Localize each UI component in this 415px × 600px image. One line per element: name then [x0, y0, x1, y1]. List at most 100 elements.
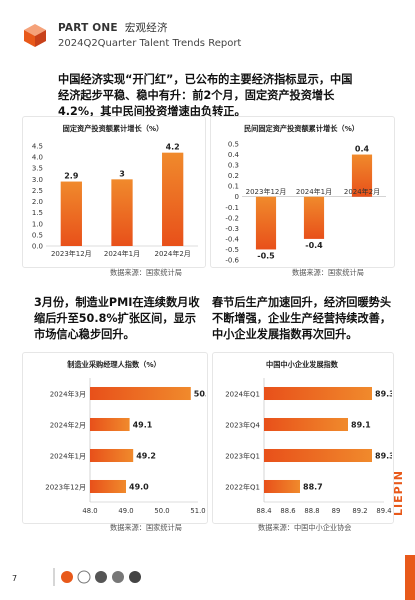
y-tick-label: 0.5	[228, 141, 239, 149]
chart2-title: 民间固定资产投资额累计增长（%）	[243, 124, 360, 133]
sme-paragraph: 春节后生产加速回升，经济回暖势头不断增强，企业生产经营持续改善，中小企业发展指数…	[212, 296, 392, 341]
data-label: 0.4	[355, 145, 370, 154]
y-tick-label: 2023年12月	[45, 483, 86, 492]
y-tick-label: 3.5	[32, 165, 43, 173]
y-tick-label: 2.0	[32, 198, 43, 206]
x-tick-label: 88.4	[256, 507, 271, 515]
data-label: 2.9	[64, 172, 79, 181]
y-tick-label: 2023年Q1	[225, 452, 260, 461]
chart3-title: 制造业采购经理人指数（%）	[67, 360, 161, 369]
part-label: PART ONE	[58, 22, 118, 34]
y-tick-label: -0.5	[225, 246, 239, 254]
data-label: 49.0	[129, 483, 149, 492]
cube-logo-icon	[24, 24, 46, 47]
report-title: 2024Q2Quarter Talent Trends Report	[58, 38, 242, 49]
x-tick-label: 2024年2月	[155, 249, 191, 258]
footer-dot-icon	[112, 571, 124, 583]
x-tick-label: 2024年2月	[344, 187, 380, 196]
page-number: 7	[12, 574, 18, 583]
chart2-plot: 0.5 0.4 0.3 0.2 0.1 0 -0.1 -0.2 -0.3 -0.4 -0.5 -0.6…	[225, 141, 386, 265]
brand-text: LIEPIN	[392, 470, 405, 516]
footer-dot-icon	[61, 571, 73, 583]
x-tick-label: 50.0	[154, 507, 169, 515]
y-tick-label: -0.2	[225, 214, 239, 222]
chart3-plot: 48.0 49.0 50.0 51.0 50.8 2024年3月 49.1 2024年2月 49…	[45, 378, 206, 515]
y-tick-label: -0.3	[225, 225, 239, 233]
brand-accent-bar	[405, 555, 415, 600]
y-tick-label: 2024年Q1	[225, 390, 260, 399]
bar	[264, 386, 372, 401]
x-tick-label: 48.0	[82, 507, 97, 515]
bar	[90, 448, 134, 463]
chart3-source: 数据来源：国家统计局	[110, 523, 182, 532]
bar	[303, 196, 325, 239]
data-label: 49.1	[133, 421, 153, 430]
x-tick-label: 49.0	[118, 507, 133, 515]
brand-vertical: LIEPIN	[392, 470, 406, 580]
y-tick-label: 1.5	[32, 209, 43, 217]
x-tick-label: 88.8	[304, 507, 319, 515]
y-tick-label: 3.0	[32, 176, 43, 184]
footer-dot-icon	[95, 571, 107, 583]
data-label: 89.1	[351, 421, 371, 430]
footer-decor	[53, 568, 141, 586]
x-tick-label: 51.0	[190, 507, 205, 515]
x-tick-label: 2023年12月	[51, 249, 92, 258]
footer-dot-icon	[77, 570, 91, 584]
chart1-title: 固定资产投资额累计增长（%）	[62, 124, 164, 133]
chart1-source: 数据来源：国家统计局	[110, 268, 182, 277]
bar	[264, 479, 300, 494]
y-tick-label: 0.0	[32, 243, 43, 251]
bar	[111, 179, 133, 246]
bar	[255, 196, 277, 250]
y-tick-label: 2024年3月	[50, 390, 86, 399]
chart-card-pmi	[22, 352, 208, 524]
y-tick-label: 0.3	[228, 162, 239, 170]
data-label: -0.5	[257, 251, 275, 260]
intro-paragraph: 中国经济实现“开门红”，已公布的主要经济指标显示，中国经济起步平稳、稳中有升：前…	[58, 73, 353, 118]
data-label: 3	[119, 169, 125, 178]
y-tick-label: 4.0	[32, 154, 43, 162]
data-label: -0.4	[305, 241, 323, 250]
y-tick-label: -0.4	[225, 235, 239, 243]
footer-dot-icon	[129, 571, 141, 583]
bar	[60, 181, 82, 246]
chart2-source: 数据来源：国家统计局	[292, 268, 364, 277]
y-tick-label: 1.0	[32, 220, 43, 228]
data-label: 89.3	[375, 452, 392, 461]
data-label: 4.2	[166, 143, 180, 152]
y-tick-label: 2024年2月	[50, 421, 86, 430]
y-tick-label: -0.6	[225, 257, 239, 265]
y-tick-label: 2022年Q1	[225, 483, 260, 492]
bar	[351, 154, 373, 197]
y-tick-label: 2023年Q4	[225, 421, 260, 430]
chart1-plot: 0.0 0.5 1.0 1.5 2.0 2.5 3.0 3.5 4.0 4.5 2.9 3 4.2 202…	[32, 143, 198, 258]
bar	[264, 448, 372, 463]
x-tick-label: 88.6	[280, 507, 295, 515]
data-label: 89.3	[375, 390, 392, 399]
data-label: 88.7	[303, 483, 323, 492]
bar	[264, 417, 348, 432]
x-tick-label: 89.4	[376, 507, 391, 515]
section-label: PART ONE 宏观经济	[58, 20, 168, 35]
y-tick-label: 0	[235, 193, 239, 201]
chart4-source: 数据来源：中国中小企业协会	[258, 523, 352, 532]
y-tick-label: 0.5	[32, 231, 43, 239]
y-tick-label: 2024年1月	[50, 452, 86, 461]
y-tick-label: 2.5	[32, 187, 43, 195]
bar	[90, 386, 191, 401]
bar	[90, 479, 126, 494]
chart4-plot: 88.4 88.6 88.8 89 89.2 89.4 89.3 2024年Q1 89.1 202…	[225, 378, 392, 515]
x-tick-label: 2024年1月	[104, 249, 140, 258]
x-tick-label: 89.2	[352, 507, 367, 515]
bar	[162, 152, 184, 246]
part-cn-label: 宏观经济	[124, 22, 168, 34]
data-label: 50.8	[194, 390, 206, 399]
data-label: 49.2	[136, 452, 156, 461]
chart4-title: 中国中小企业发展指数	[266, 360, 338, 369]
x-tick-label: 89	[332, 507, 341, 515]
y-tick-label: 0.4	[228, 151, 240, 159]
pmi-paragraph: 3月份，制造业PMI在连续数月收缩后升至50.8%扩张区间，显示市场信心稳步回升…	[34, 296, 200, 341]
chart-card-sme	[212, 352, 394, 524]
x-tick-label: 2024年1月	[296, 187, 332, 196]
